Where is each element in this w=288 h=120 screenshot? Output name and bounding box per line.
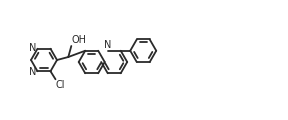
- Text: N: N: [29, 67, 37, 77]
- Text: OH: OH: [72, 35, 87, 45]
- Text: N: N: [104, 40, 111, 50]
- Text: Cl: Cl: [56, 80, 65, 90]
- Text: N: N: [29, 43, 37, 53]
